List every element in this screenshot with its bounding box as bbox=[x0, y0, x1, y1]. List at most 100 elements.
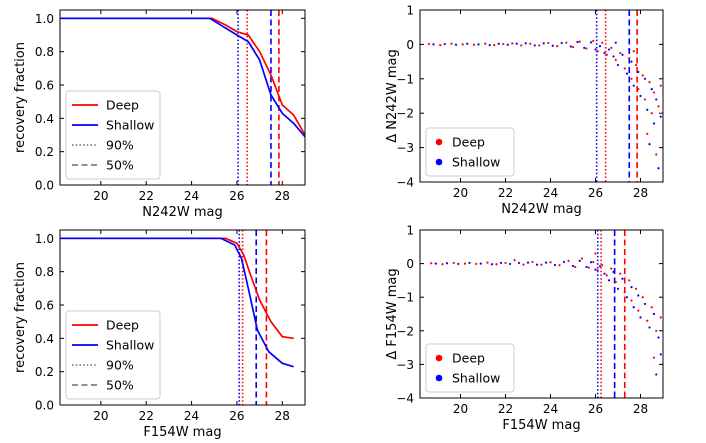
data-point-shallow bbox=[657, 336, 660, 339]
y-tick-label: 0.8 bbox=[35, 265, 54, 279]
chart-f154w_recovery: 20 22 24 26 28 0.0 0.2 0.4 0.6 0.8 1.0 F154W mag rec… bbox=[13, 229, 306, 440]
x-tick-label: 20 bbox=[453, 402, 468, 416]
data-point-shallow bbox=[477, 43, 480, 46]
data-point-shallow bbox=[603, 51, 606, 55]
data-point-deep bbox=[619, 272, 622, 275]
y-tick-label: 0 bbox=[406, 257, 414, 271]
data-point-deep bbox=[574, 265, 577, 269]
x-tick-label: 26 bbox=[588, 186, 603, 200]
y-tick-label: 0.8 bbox=[35, 45, 54, 59]
legend-label: Shallow bbox=[106, 118, 154, 133]
data-point-deep bbox=[529, 42, 532, 45]
data-point-deep bbox=[652, 91, 656, 94]
data-point-deep bbox=[511, 42, 514, 45]
data-point-shallow bbox=[594, 268, 597, 271]
x-tick-label: 22 bbox=[498, 186, 513, 200]
series-line-shallow bbox=[60, 17, 305, 138]
data-point-shallow bbox=[652, 312, 656, 316]
y-tick-label: 0.2 bbox=[35, 145, 54, 159]
x-axis-label: F154W mag bbox=[502, 418, 580, 433]
x-tick-label: 20 bbox=[93, 189, 108, 203]
x-tick-label: 24 bbox=[543, 186, 558, 200]
data-point-deep bbox=[628, 57, 631, 60]
data-point-deep bbox=[614, 280, 617, 284]
data-point-deep bbox=[463, 262, 467, 265]
legend-label: 50% bbox=[106, 378, 134, 393]
y-tick-label: −1 bbox=[396, 291, 414, 305]
data-point-deep bbox=[592, 39, 595, 43]
data-point-shallow bbox=[533, 44, 536, 47]
data-point-deep bbox=[567, 259, 570, 263]
data-point-deep bbox=[596, 269, 599, 272]
data-point-deep bbox=[605, 53, 608, 56]
data-point-shallow bbox=[594, 48, 597, 51]
data-point-deep bbox=[659, 316, 662, 319]
data-point-shallow bbox=[621, 53, 624, 56]
legend-label: 90% bbox=[106, 138, 134, 153]
data-point-deep bbox=[520, 44, 523, 47]
data-point-deep bbox=[486, 261, 489, 264]
data-point-deep bbox=[540, 263, 543, 266]
data-point-deep bbox=[652, 356, 656, 359]
data-point-deep bbox=[587, 266, 590, 269]
data-point-shallow bbox=[625, 296, 629, 299]
data-point-deep bbox=[502, 42, 505, 46]
data-point-shallow bbox=[526, 261, 530, 264]
y-tick-label: −2 bbox=[396, 324, 414, 338]
data-point-shallow bbox=[585, 265, 588, 269]
data-point-shallow bbox=[643, 77, 647, 80]
data-point-deep bbox=[522, 263, 525, 266]
data-point-shallow bbox=[515, 42, 518, 45]
data-point-deep bbox=[504, 261, 507, 265]
y-tick-label: −3 bbox=[396, 141, 414, 155]
data-point-shallow bbox=[560, 41, 563, 45]
legend-marker-deep bbox=[435, 354, 443, 362]
data-point-shallow bbox=[517, 261, 521, 265]
x-tick-label: 26 bbox=[229, 409, 244, 423]
chart-f154w_delta: 20 22 24 26 28 1 0 −1 −2 −3 −4 F154W mag Δ F154W mag… bbox=[385, 224, 664, 433]
data-point-deep bbox=[547, 41, 550, 45]
legend-marker-deep bbox=[435, 138, 443, 146]
legend-label: Deep bbox=[452, 351, 485, 366]
data-point-shallow bbox=[569, 45, 572, 48]
x-tick-label: 28 bbox=[275, 409, 290, 423]
y-axis-label: Δ F154W mag bbox=[385, 268, 400, 359]
chart-n242w_delta: 20 22 24 26 28 1 0 −1 −2 −3 −4 N242W mag Δ N242W mag… bbox=[385, 4, 664, 217]
y-tick-label: 1 bbox=[406, 224, 414, 238]
data-point-deep bbox=[565, 41, 568, 44]
data-point-deep bbox=[592, 260, 595, 264]
data-point-deep bbox=[610, 46, 613, 49]
data-point-shallow bbox=[490, 263, 494, 266]
plot-area bbox=[427, 10, 662, 182]
data-point-deep bbox=[619, 51, 622, 55]
data-point-shallow bbox=[639, 316, 642, 319]
data-point-deep bbox=[659, 84, 662, 87]
data-point-deep bbox=[427, 42, 431, 46]
data-point-shallow bbox=[542, 42, 545, 45]
data-point-shallow bbox=[650, 88, 653, 91]
data-point-shallow bbox=[616, 287, 620, 290]
legend-box bbox=[425, 343, 515, 393]
x-tick-label: 20 bbox=[93, 409, 108, 423]
data-point-deep bbox=[596, 50, 599, 53]
data-point-deep bbox=[538, 44, 541, 47]
data-point-shallow bbox=[648, 326, 651, 329]
y-tick-label: 0.2 bbox=[35, 365, 54, 379]
legend: Deep Shallow bbox=[425, 127, 515, 177]
data-point-shallow bbox=[598, 265, 602, 268]
x-axis-label: N242W mag bbox=[501, 202, 581, 217]
data-point-deep bbox=[452, 261, 455, 265]
legend-label: Deep bbox=[106, 98, 139, 113]
data-point-deep bbox=[439, 43, 442, 47]
y-tick-label: 0.0 bbox=[35, 179, 54, 193]
data-point-deep bbox=[556, 45, 559, 48]
data-point-deep bbox=[461, 43, 464, 46]
data-point-shallow bbox=[571, 264, 575, 268]
x-tick-label: 24 bbox=[184, 189, 199, 203]
x-tick-label: 20 bbox=[453, 186, 468, 200]
data-point-deep bbox=[531, 260, 534, 264]
data-point-deep bbox=[650, 112, 653, 115]
series-line-deep bbox=[60, 237, 294, 340]
data-point-shallow bbox=[466, 42, 469, 45]
